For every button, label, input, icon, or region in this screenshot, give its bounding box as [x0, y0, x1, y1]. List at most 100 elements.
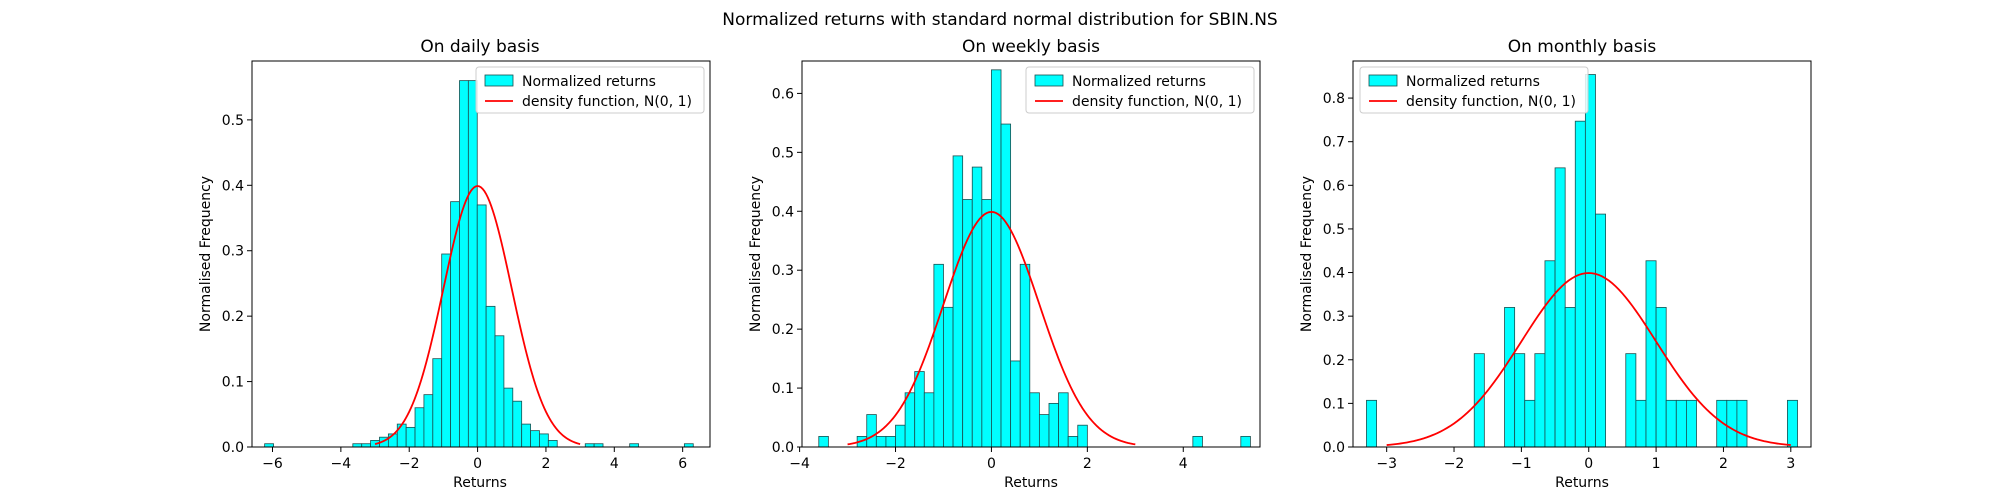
- histogram-bar: [1514, 353, 1526, 448]
- y-tick-label: 0.3: [1323, 309, 1345, 325]
- histogram-bar: [962, 199, 973, 448]
- y-tick-label: 0.1: [772, 381, 794, 397]
- y-tick-label: 0.5: [222, 113, 244, 129]
- histogram-bar: [521, 423, 531, 448]
- x-tick-label: −3: [1376, 456, 1397, 472]
- x-tick-label: −2: [1444, 456, 1465, 472]
- histogram-bar: [539, 433, 549, 448]
- histogram-bar: [1077, 424, 1088, 448]
- histogram-bar: [512, 400, 523, 448]
- y-tick-label: 0.4: [772, 204, 794, 220]
- histogram-bar: [459, 80, 469, 448]
- histogram-bar: [494, 335, 505, 448]
- y-tick-label: 0.4: [1323, 266, 1345, 282]
- histogram-bar: [1366, 399, 1377, 448]
- x-tick-label: 2: [1083, 456, 1092, 472]
- histogram-bar: [414, 407, 425, 448]
- x-tick-label: 1: [1652, 456, 1661, 472]
- y-axis-label: Normalised Frequency: [198, 176, 214, 332]
- histogram-bar: [547, 440, 558, 448]
- legend-bars-label: Normalized returns: [1072, 74, 1206, 90]
- axes-frame: [251, 60, 711, 448]
- axes-frame: [1352, 60, 1812, 448]
- histogram-bar: [1192, 435, 1203, 448]
- x-tick-label: 0: [473, 456, 482, 472]
- x-tick-label: 2: [1719, 456, 1728, 472]
- y-axis-label: Normalised Frequency: [748, 176, 764, 332]
- y-tick-label: 0.5: [772, 145, 794, 161]
- histogram-bar: [1534, 353, 1546, 448]
- histogram-bar: [943, 306, 954, 448]
- histogram-bar: [952, 155, 964, 448]
- y-tick-label: 0.1: [1323, 396, 1345, 412]
- panel-title: On daily basis: [420, 37, 539, 57]
- y-tick-label: 0.2: [772, 322, 794, 338]
- histogram-bar: [1000, 123, 1012, 448]
- legend-box: [1359, 66, 1589, 114]
- histogram-bar: [1595, 213, 1606, 448]
- histogram-bar: [467, 80, 478, 448]
- legend-line-label: density function, N(0, 1): [1406, 94, 1576, 110]
- histogram-bar: [1675, 399, 1687, 448]
- density-curve: [847, 210, 1136, 446]
- histogram-bar: [441, 253, 451, 448]
- y-axis-label: Normalised Frequency: [1299, 176, 1315, 332]
- panel-weekly: On weekly basis Returns Normalised Frequ…: [748, 37, 1261, 491]
- y-tick-label: 0.1: [222, 375, 244, 391]
- axes-frame: [801, 60, 1261, 448]
- density-curve: [1386, 272, 1791, 446]
- legend-bar-swatch: [484, 74, 514, 87]
- histogram-bar: [1544, 260, 1556, 448]
- x-axis-label: Returns: [1004, 475, 1058, 491]
- histogram-bar: [875, 435, 887, 448]
- x-tick-label: 0: [987, 456, 996, 472]
- histogram-bar: [1564, 307, 1576, 448]
- x-tick-label: 3: [1786, 456, 1795, 472]
- panel-monthly: On monthly basis Returns Normalised Freq…: [1299, 37, 1812, 491]
- histogram-bar: [1240, 435, 1251, 448]
- legend-bars-label: Normalized returns: [522, 74, 656, 90]
- y-tick-label: 0.2: [1323, 353, 1345, 369]
- y-tick-label: 0.3: [222, 244, 244, 260]
- legend-bar-swatch: [1368, 74, 1398, 87]
- y-tick-label: 0.3: [772, 263, 794, 279]
- y-tick-label: 0.5: [1323, 222, 1345, 238]
- histogram-bar: [1504, 307, 1516, 448]
- x-tick-label: 2: [541, 456, 550, 472]
- x-tick-label: 6: [678, 456, 687, 472]
- x-tick-label: −4: [331, 456, 352, 472]
- histogram-bar: [904, 392, 916, 448]
- histogram-bar: [1058, 392, 1069, 448]
- y-tick-label: 0.2: [222, 309, 244, 325]
- histogram-bar: [1625, 353, 1637, 448]
- figure-suptitle: Normalized returns with standard normal …: [722, 10, 1277, 30]
- legend-bar-swatch: [1034, 74, 1064, 87]
- histogram-bar: [1019, 263, 1031, 448]
- histogram-bar: [1787, 399, 1798, 448]
- x-tick-label: −4: [789, 456, 810, 472]
- y-tick-label: 0.6: [1323, 178, 1345, 194]
- y-tick-label: 0.0: [222, 440, 244, 456]
- histogram-bar: [530, 430, 540, 448]
- histogram-bar: [818, 435, 829, 448]
- y-tick-label: 0.4: [222, 178, 244, 194]
- panel-title: On monthly basis: [1508, 37, 1657, 57]
- y-tick-label: 0.8: [1323, 91, 1345, 107]
- histogram-bar: [1645, 260, 1657, 448]
- histogram-bar: [1635, 399, 1647, 448]
- histogram-bar: [1554, 167, 1566, 448]
- histogram-bar: [1029, 392, 1040, 448]
- x-axis-label: Returns: [453, 475, 507, 491]
- y-tick-label: 0.6: [772, 86, 794, 102]
- histogram-bar: [971, 166, 983, 448]
- x-tick-label: 4: [610, 456, 619, 472]
- histogram-bar: [476, 204, 487, 448]
- histogram-bar: [1665, 399, 1677, 448]
- histogram-bar: [1067, 435, 1079, 448]
- histogram-bar: [923, 392, 935, 448]
- histogram-bar: [405, 426, 416, 448]
- histogram-bar: [933, 263, 944, 448]
- x-axis-label: Returns: [1555, 475, 1609, 491]
- x-tick-label: −2: [885, 456, 906, 472]
- legend: Normalized returns density function, N(0,…: [1025, 66, 1255, 114]
